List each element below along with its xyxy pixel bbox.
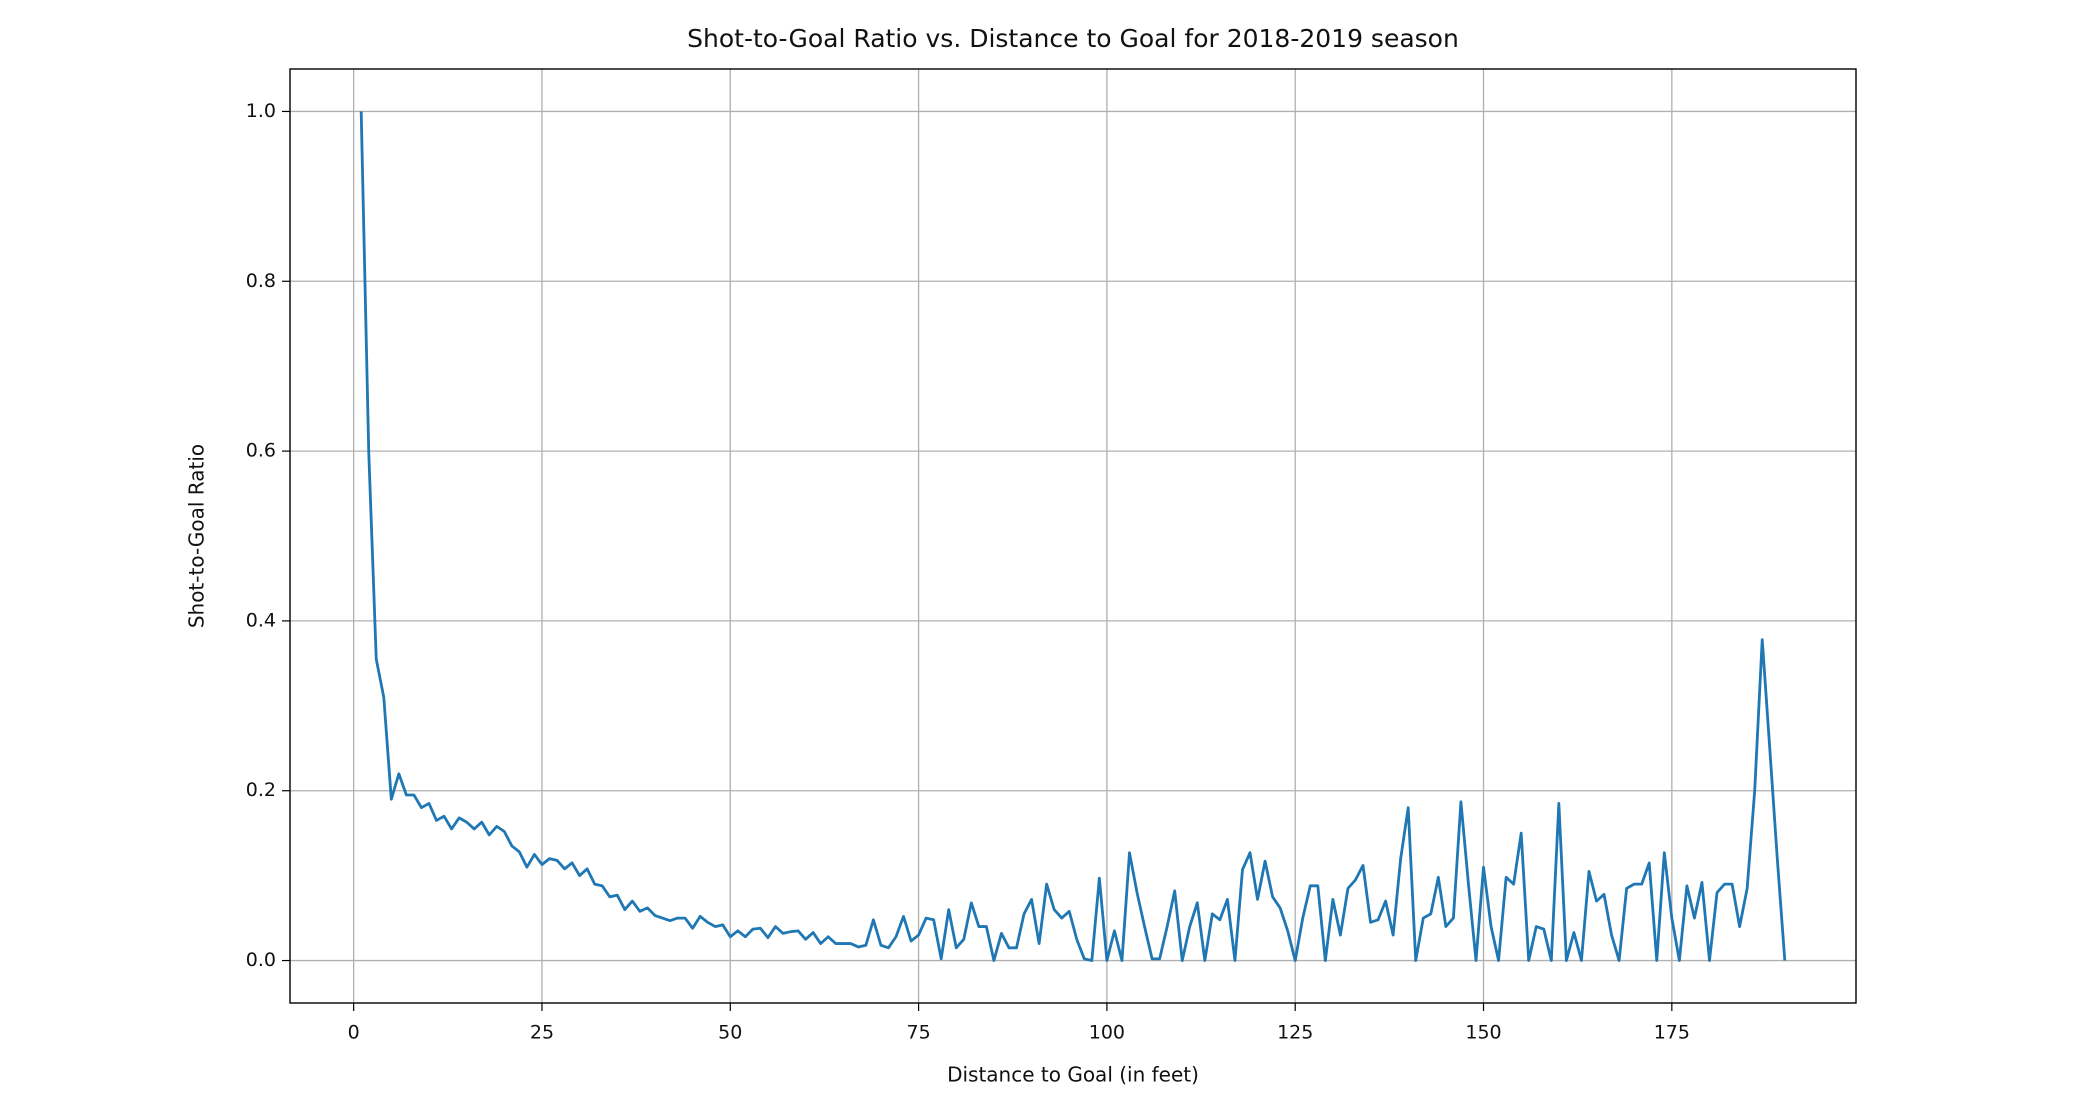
y-tick-label: 0.2: [246, 779, 276, 801]
x-tick-label: 100: [1089, 1022, 1125, 1044]
y-tick-label: 0.8: [246, 270, 276, 292]
y-tick-label: 0.0: [246, 949, 276, 971]
y-tick-label: 0.4: [246, 609, 276, 631]
x-tick-label: 175: [1654, 1022, 1690, 1044]
x-tick-label: 25: [530, 1022, 554, 1044]
x-axis-label: Distance to Goal (in feet): [947, 1063, 1199, 1087]
y-tick-label: 0.6: [246, 440, 276, 462]
y-axis-label: Shot-to-Goal Ratio: [185, 444, 209, 628]
x-tick-label: 125: [1277, 1022, 1313, 1044]
plot-frame: [289, 68, 1857, 1004]
x-tick-label: 150: [1465, 1022, 1501, 1044]
chart-title: Shot-to-Goal Ratio vs. Distance to Goal …: [687, 24, 1459, 53]
y-tick-label: 1.0: [246, 100, 276, 122]
x-tick-label: 0: [348, 1022, 360, 1044]
x-tick-label: 50: [718, 1022, 742, 1044]
data-line: [359, 111, 1787, 962]
x-tick-label: 75: [906, 1022, 930, 1044]
